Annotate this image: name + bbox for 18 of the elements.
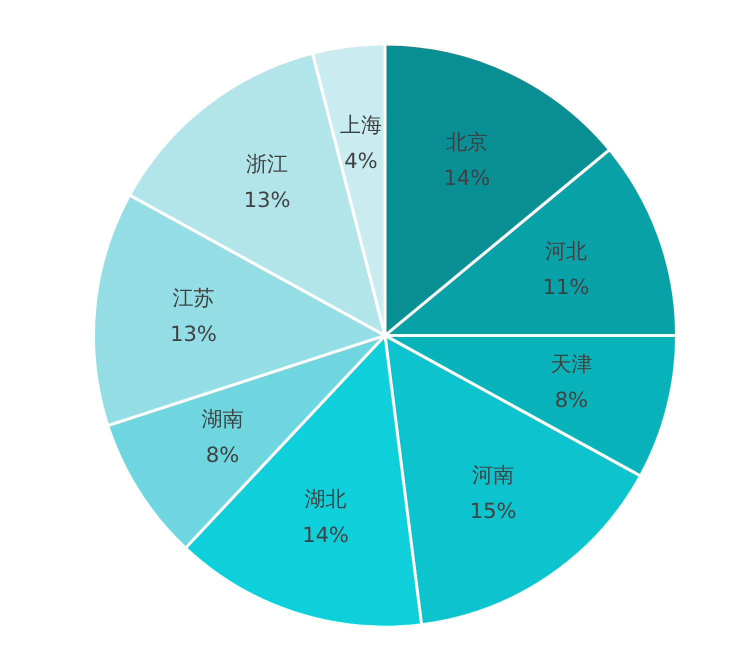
data-label: 15% <box>470 499 516 524</box>
slice-label: 江苏 <box>172 286 214 310</box>
slice-label: 上海 <box>340 113 382 138</box>
slice-label: 湖南 <box>202 407 244 432</box>
slice-label: 湖北 <box>304 486 347 511</box>
data-label: 14% <box>444 166 490 190</box>
data-label: 4% <box>344 149 378 174</box>
data-label: 11% <box>542 274 590 299</box>
data-label: 13% <box>244 188 290 212</box>
slice-label: 天津 <box>550 352 592 376</box>
data-label: 8% <box>554 388 588 412</box>
slice-label: 河北 <box>545 238 588 263</box>
data-label: 14% <box>302 522 349 547</box>
data-label: 13% <box>170 322 217 346</box>
slice-label: 浙江 <box>246 152 288 176</box>
data-label: 8% <box>206 443 240 468</box>
slice-label: 北京 <box>446 130 488 154</box>
slice-label: 河南 <box>472 463 514 488</box>
